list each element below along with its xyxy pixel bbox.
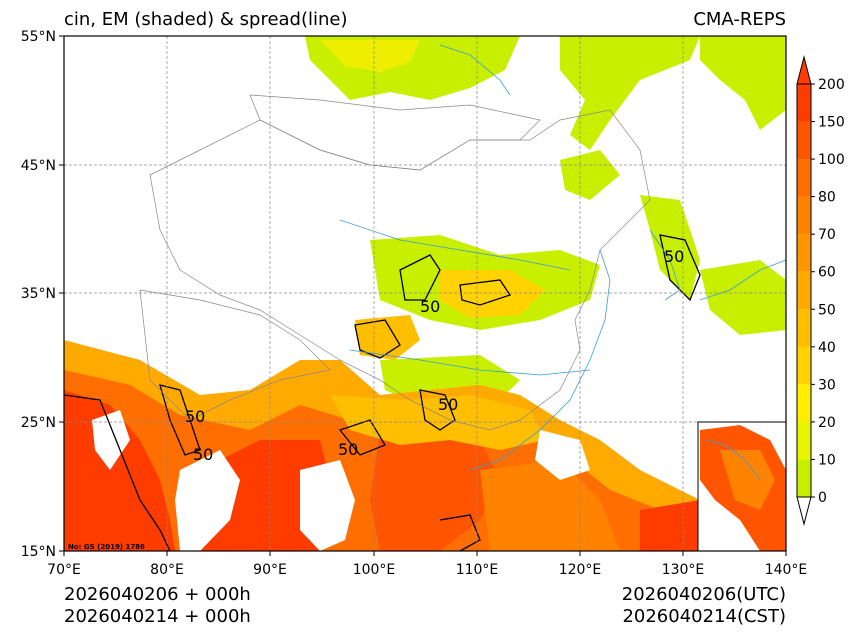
cin-shade-mongolia-core bbox=[320, 40, 420, 72]
colorbar-segment bbox=[797, 384, 811, 422]
spread-contour-6 bbox=[64, 394, 171, 551]
inset-shade-inner bbox=[720, 450, 775, 510]
lat-label: 15°N bbox=[21, 544, 56, 560]
spread-contour-2 bbox=[459, 279, 512, 306]
colorbar-extend-min bbox=[796, 496, 812, 526]
colorbar-label: 80 bbox=[818, 190, 836, 206]
lon-label: 70°E bbox=[47, 562, 81, 578]
colorbar-label: 70 bbox=[818, 227, 836, 243]
river-yangtze bbox=[349, 349, 591, 376]
cin-shade-indochina bbox=[370, 420, 500, 551]
colorbar-segment bbox=[797, 84, 811, 122]
cin-shade-sichuan bbox=[355, 315, 420, 360]
contour-label: 50 bbox=[420, 297, 440, 316]
cin-shade-korea bbox=[640, 195, 700, 300]
colorbar-segment bbox=[797, 459, 811, 497]
land-hole-2 bbox=[175, 450, 240, 551]
lon-label: 120°E bbox=[559, 562, 602, 578]
colorbar-label: 150 bbox=[818, 115, 845, 131]
spread-contours bbox=[64, 234, 701, 551]
land-hole-4 bbox=[535, 430, 590, 480]
spread-contour-5 bbox=[159, 384, 201, 456]
lon-label: 90°E bbox=[253, 562, 287, 578]
colorbar-segment bbox=[797, 309, 811, 347]
colorbar-label: 200 bbox=[818, 77, 845, 93]
spread-contour-1 bbox=[399, 254, 441, 301]
colorbar-label: 10 bbox=[818, 452, 836, 468]
coastline-japan bbox=[699, 259, 786, 301]
border-mongolia bbox=[249, 94, 541, 171]
borders bbox=[139, 94, 651, 431]
init-time-cst: 2026040214 + 000h bbox=[64, 606, 251, 627]
lat-labels: 55°N 45°N 35°N 25°N 15°N bbox=[21, 29, 56, 560]
contour-labels: 50 50 50 50 50 50 bbox=[185, 247, 684, 464]
colorbar-label: 0 bbox=[818, 490, 827, 506]
spread-contour-4 bbox=[659, 234, 701, 302]
colorbar-segment bbox=[797, 196, 811, 235]
contour-label: 50 bbox=[664, 247, 684, 266]
colorbar-label: 100 bbox=[818, 152, 845, 168]
cin-shade-bay-of-bengal bbox=[200, 440, 330, 551]
tick-marks bbox=[59, 35, 787, 556]
cin-shade-bohai bbox=[560, 150, 620, 200]
colorbar-segment bbox=[797, 421, 811, 460]
coastline bbox=[339, 44, 786, 471]
coastline-east-china bbox=[469, 249, 611, 471]
cin-shade-northeast bbox=[560, 36, 700, 150]
lon-label: 110°E bbox=[456, 562, 499, 578]
contour-label: 50 bbox=[193, 445, 213, 464]
colorbar-segment bbox=[797, 346, 811, 385]
lat-label: 55°N bbox=[21, 29, 56, 45]
colorbar-segment bbox=[797, 121, 811, 160]
river-yellow bbox=[339, 219, 571, 271]
spread-contour-8 bbox=[439, 514, 481, 551]
valid-time-utc: 2026040206(UTC) bbox=[621, 584, 786, 605]
init-time-utc: 2026040206 + 000h bbox=[64, 584, 251, 605]
colorbar-segment bbox=[797, 159, 811, 197]
spread-contour-3 bbox=[354, 319, 401, 359]
coastline-korea bbox=[649, 229, 681, 301]
colorbar-label: 50 bbox=[818, 302, 836, 318]
cin-shade-northchina-core bbox=[440, 270, 545, 318]
colorbar-label: 40 bbox=[818, 340, 836, 356]
colorbar-label: 30 bbox=[818, 377, 836, 393]
land-hole-3 bbox=[300, 460, 355, 551]
inset-coast bbox=[704, 439, 761, 481]
scs-inset bbox=[697, 421, 786, 551]
lat-label: 35°N bbox=[21, 286, 56, 302]
map-approval-note: No: GS (2019) 1786 bbox=[68, 543, 145, 551]
lon-label: 130°E bbox=[662, 562, 705, 578]
spread-contour-7 bbox=[419, 389, 456, 431]
lon-labels: 70°E 80°E 90°E 100°E 110°E 120°E 130°E 1… bbox=[47, 562, 807, 578]
lat-label: 45°N bbox=[21, 158, 56, 174]
chart-title: cin, EM (shaded) & spread(line) bbox=[64, 9, 348, 30]
spread-contour-9 bbox=[338, 419, 386, 456]
contour-label: 50 bbox=[185, 407, 205, 426]
model-name: CMA-REPS bbox=[693, 9, 786, 30]
lon-label: 140°E bbox=[765, 562, 808, 578]
colorbar: 0 10 20 30 40 50 60 70 80 100 150 200 bbox=[796, 55, 845, 526]
valid-time-cst: 2026040214(CST) bbox=[622, 606, 786, 627]
gridlines bbox=[64, 36, 786, 551]
colorbar-segment bbox=[797, 271, 811, 310]
land-hole-1 bbox=[92, 410, 130, 470]
lake-baikal bbox=[439, 44, 511, 96]
lon-label: 100°E bbox=[353, 562, 396, 578]
lon-label: 80°E bbox=[150, 562, 184, 578]
cin-shade-japan bbox=[700, 260, 786, 335]
colorbar-segment bbox=[797, 234, 811, 272]
cin-shade-scs bbox=[480, 460, 620, 551]
contour-label: 50 bbox=[438, 395, 458, 414]
colorbar-label: 20 bbox=[818, 415, 836, 431]
colorbar-extend-max bbox=[796, 55, 812, 85]
contour-label: 50 bbox=[338, 440, 358, 459]
colorbar-frame bbox=[796, 83, 812, 498]
cin-shade-south-china bbox=[330, 395, 545, 450]
cin-shade-siberia bbox=[700, 36, 786, 130]
colorbar-label: 60 bbox=[818, 265, 836, 281]
lat-label: 25°N bbox=[21, 415, 56, 431]
shaded-field bbox=[64, 36, 786, 551]
border-india bbox=[139, 289, 331, 421]
